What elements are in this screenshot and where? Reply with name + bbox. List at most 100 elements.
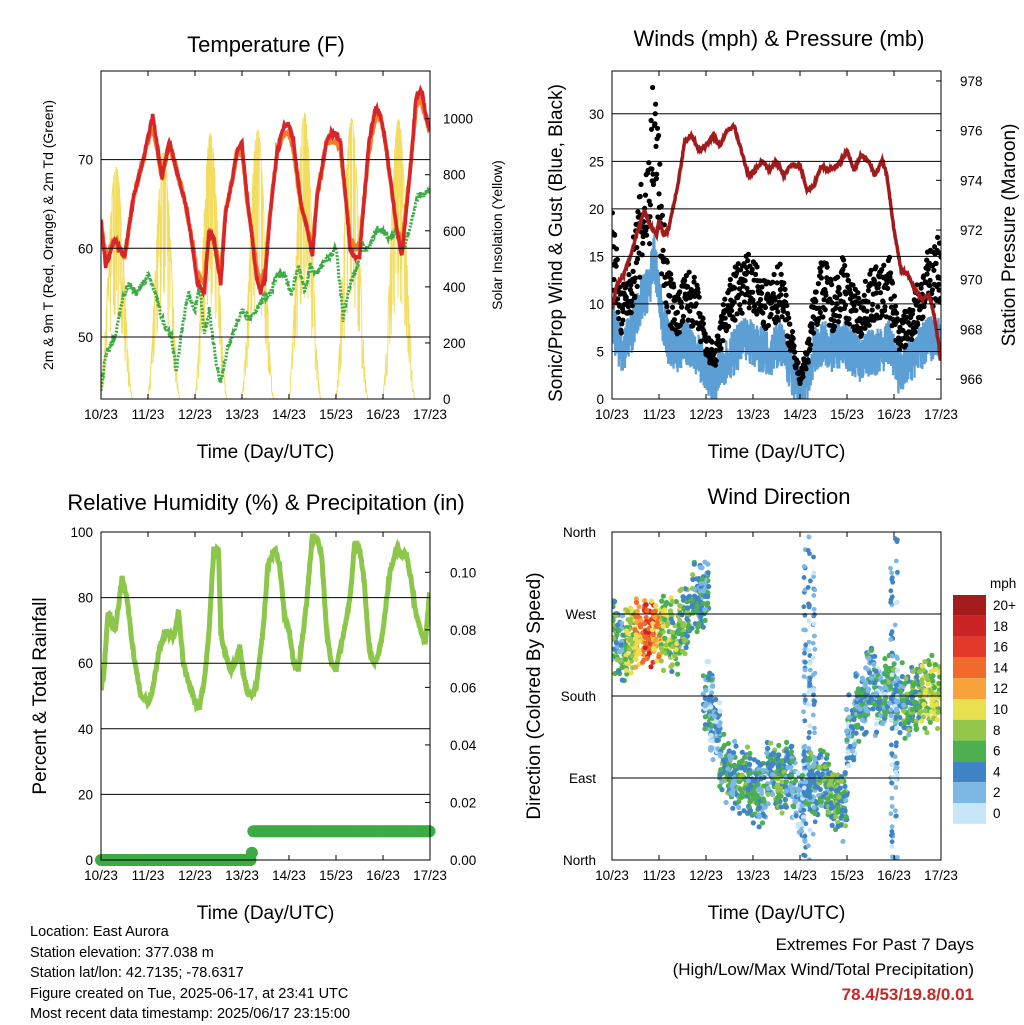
gust-point — [744, 285, 750, 291]
direction-point — [691, 561, 697, 567]
direction-point — [677, 617, 683, 623]
gust-point — [739, 310, 745, 316]
dir-ytick-label: East — [569, 771, 596, 786]
direction-point — [811, 606, 817, 612]
gust-point — [925, 266, 931, 272]
direction-point — [808, 578, 813, 584]
direction-point — [644, 608, 650, 614]
temperature-xtick-label: 14/23 — [272, 407, 306, 422]
solar-insolation-line — [146, 151, 181, 399]
gust-point — [637, 274, 643, 280]
direction-point — [788, 744, 794, 750]
direction-point — [876, 699, 882, 705]
gust-point — [754, 264, 760, 270]
direction-point — [713, 718, 719, 725]
direction-point — [909, 707, 916, 713]
gust-point — [910, 307, 916, 313]
direction-point — [872, 653, 878, 659]
gust-point — [845, 278, 852, 284]
gust-point — [921, 303, 927, 310]
direction-point — [894, 676, 901, 682]
gust-point — [676, 329, 682, 335]
direction-point — [811, 687, 817, 693]
gust-point — [727, 276, 734, 283]
gust-point — [897, 347, 903, 353]
direction-point — [790, 788, 796, 794]
gust-point — [836, 285, 842, 291]
direction-point — [729, 783, 735, 789]
colorbar-swatch — [953, 740, 986, 762]
direction-point — [812, 670, 818, 676]
direction-point — [605, 621, 610, 626]
direction-point — [612, 658, 614, 663]
direction-point — [855, 686, 862, 692]
gust-point — [873, 264, 879, 270]
direction-point — [801, 674, 807, 679]
direction-point — [702, 726, 708, 732]
direction-point — [792, 778, 799, 784]
gust-point — [677, 289, 683, 295]
direction-point — [811, 633, 817, 639]
direction-point — [628, 670, 634, 676]
direction-point — [889, 804, 895, 809]
gust-point — [722, 296, 728, 302]
direction-point — [757, 770, 763, 776]
gust-point — [754, 311, 760, 317]
direction-point — [902, 735, 908, 741]
elevation-text: Station elevation: 377.038 m — [30, 944, 214, 961]
pressure-ytick-label: 972 — [960, 223, 983, 238]
wind-ytick-label: 30 — [589, 107, 604, 122]
direction-point — [926, 662, 932, 668]
direction-point — [853, 673, 859, 679]
direction-point — [833, 814, 839, 820]
temp-ytick-label: 60 — [78, 241, 93, 256]
direction-point — [836, 794, 842, 800]
gust-point — [660, 247, 666, 253]
direction-point — [654, 658, 660, 664]
direction-point — [698, 606, 704, 613]
temperature-title: Temperature (F) — [187, 32, 345, 57]
gust-point — [791, 343, 797, 349]
direction-point — [648, 598, 655, 604]
temperature-xtick-label: 17/23 — [413, 407, 447, 422]
direction-point — [807, 795, 813, 800]
direction-point — [775, 763, 782, 770]
gust-point — [741, 261, 747, 267]
gust-point — [746, 305, 752, 311]
gust-point — [742, 278, 748, 284]
direction-point — [612, 598, 618, 605]
direction-point — [817, 752, 824, 758]
direction-point — [755, 781, 761, 787]
direction-point — [839, 813, 845, 819]
direction-point — [834, 787, 841, 794]
direction-point — [726, 748, 732, 754]
direction-point — [756, 824, 762, 830]
direction-point — [700, 600, 706, 607]
direction-point — [716, 723, 722, 729]
direction-point — [844, 728, 850, 735]
gust-point — [691, 274, 697, 280]
gust-point — [657, 161, 663, 167]
gust-point — [889, 280, 896, 286]
direction-point — [778, 804, 784, 810]
direction-point — [757, 785, 763, 791]
direction-point — [652, 637, 658, 643]
gust-point — [842, 263, 848, 269]
direction-point — [653, 623, 659, 630]
direction-point — [888, 718, 894, 724]
direction-point — [808, 750, 814, 756]
extremes-values: 78.4/53/19.8/0.01 — [841, 985, 974, 1004]
direction-point — [618, 642, 624, 648]
gust-point — [640, 240, 646, 246]
wind-ytick-label: 25 — [589, 154, 604, 169]
direction-point — [607, 672, 612, 677]
direction-point — [805, 585, 811, 590]
direction-point — [685, 595, 691, 601]
direction-point — [605, 620, 610, 625]
gust-point — [695, 289, 701, 295]
pressure-ytick-label: 968 — [960, 322, 983, 337]
direction-point — [640, 659, 646, 665]
direction-point — [736, 779, 742, 785]
direction-point — [801, 807, 807, 813]
gust-point — [800, 374, 806, 380]
